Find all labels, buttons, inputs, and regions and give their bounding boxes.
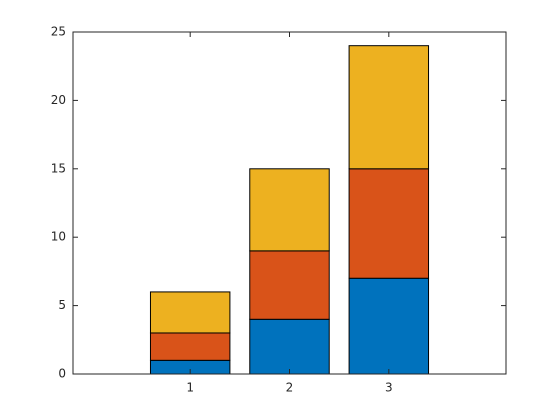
- bar-segment: [149, 291, 231, 334]
- bar-segment: [249, 318, 330, 375]
- bar-segment: [249, 250, 330, 320]
- bar-segment: [348, 168, 430, 279]
- y-tick-label: 10: [51, 230, 66, 244]
- y-tick-label: 0: [58, 367, 66, 381]
- y-tick-label: 5: [58, 298, 66, 312]
- y-tick-label: 15: [51, 161, 66, 175]
- bar-segment: [348, 45, 430, 170]
- bar-segment: [249, 168, 330, 252]
- x-tick-label: 3: [385, 381, 393, 395]
- bar-segment: [149, 332, 231, 361]
- y-tick-label: 20: [51, 93, 66, 107]
- x-tick-label: 2: [286, 381, 294, 395]
- bar-segment: [348, 277, 430, 375]
- x-tick-label: 1: [186, 381, 194, 395]
- y-tick-label: 25: [51, 25, 66, 39]
